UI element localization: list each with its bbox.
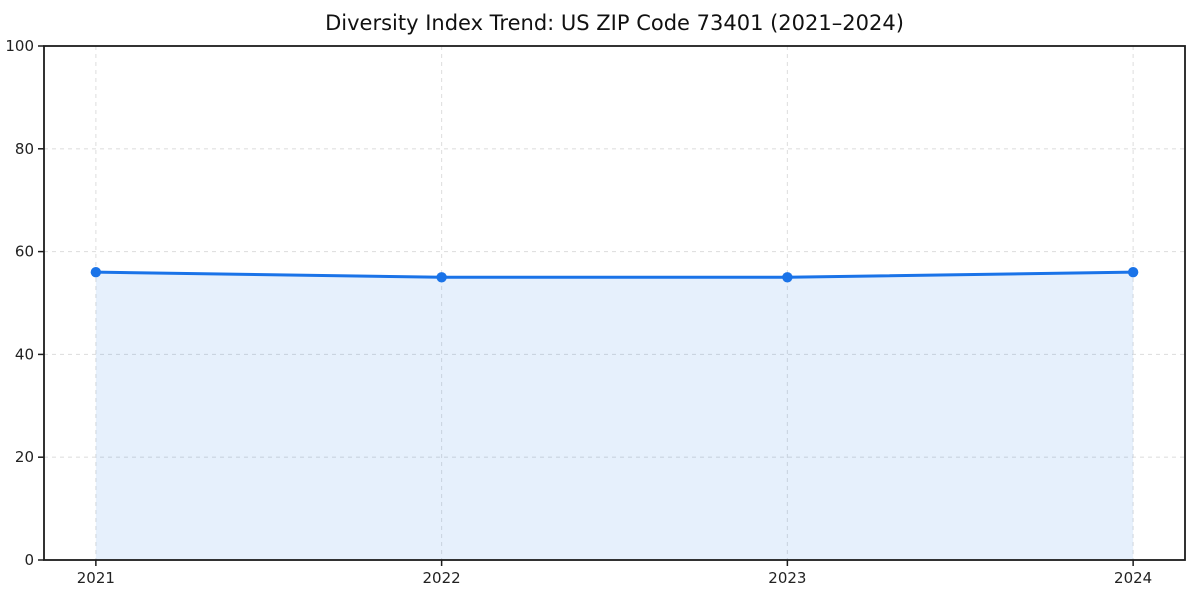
series-area-fill — [95, 272, 1134, 560]
data-point-2022 — [436, 272, 447, 283]
y-tick-label-40: 40 — [15, 345, 34, 363]
data-point-2023 — [782, 272, 793, 283]
y-tick-label-80: 80 — [15, 140, 34, 158]
series-line — [94, 270, 1135, 279]
y-tick-label-0: 0 — [24, 551, 34, 569]
x-tick-label-2021: 2021 — [77, 569, 115, 587]
x-tick-label-2023: 2023 — [768, 569, 806, 587]
y-tick-label-100: 100 — [5, 37, 34, 55]
data-point-2024 — [1127, 266, 1139, 278]
y-tick-label-60: 60 — [15, 243, 34, 261]
x-tick-label-2022: 2022 — [423, 569, 461, 587]
data-point-2021 — [90, 266, 102, 278]
y-tick-label-20: 20 — [15, 448, 34, 466]
x-tick-label-2024: 2024 — [1114, 569, 1152, 587]
plot-area — [44, 46, 1185, 560]
chart-title: Diversity Index Trend: US ZIP Code 73401… — [325, 11, 904, 35]
axes-spines — [43, 45, 1186, 561]
